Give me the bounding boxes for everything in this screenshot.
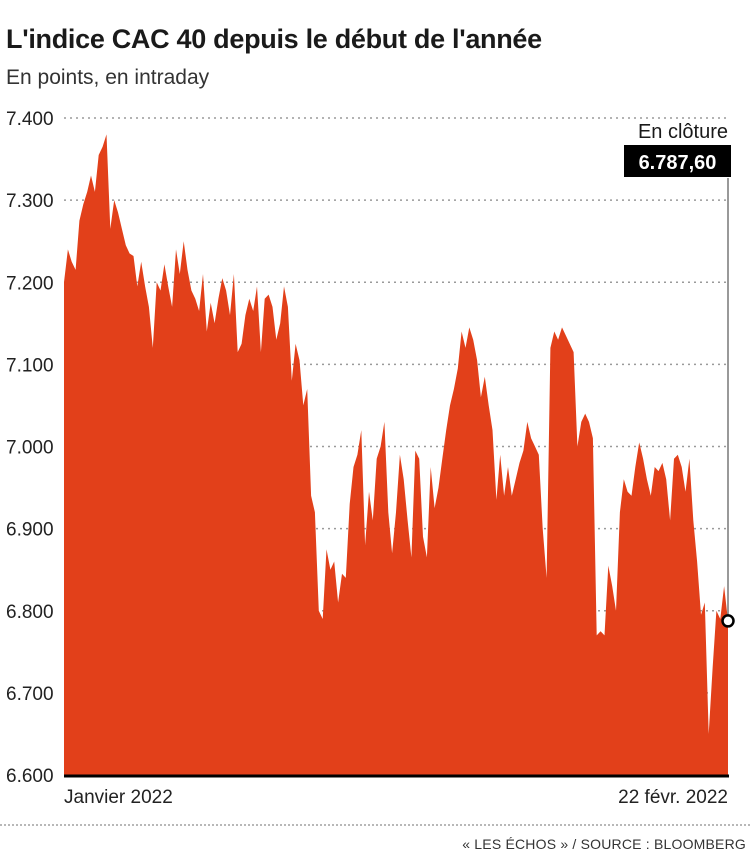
chart-title: L'indice CAC 40 depuis le début de l'ann… — [6, 24, 542, 54]
x-axis-end-label: 22 févr. 2022 — [618, 787, 728, 808]
close-value-box — [624, 145, 731, 177]
y-tick-label: 7.100 — [6, 355, 54, 376]
close-caption: En clôture — [638, 121, 728, 143]
y-tick-label: 6.800 — [6, 602, 54, 623]
y-tick-label: 6.600 — [6, 766, 54, 787]
close-value-label: 6.787,60 — [639, 152, 717, 174]
y-tick-label: 7.000 — [6, 438, 54, 459]
cac40-area-chart: 7.400 7.300 7.200 7.100 7.000 6.900 6.800 6.700… — [6, 109, 735, 808]
x-axis-start-label: Janvier 2022 — [64, 787, 173, 808]
chart-subtitle: En points, en intraday — [6, 66, 210, 89]
y-tick-label: 7.200 — [6, 273, 54, 294]
close-point-marker — [721, 614, 735, 628]
source-credit: « LES ÉCHOS » / SOURCE : BLOOMBERG — [462, 836, 746, 852]
y-tick-label: 6.700 — [6, 684, 54, 705]
y-tick-label: 6.900 — [6, 520, 54, 541]
footer-divider — [0, 824, 750, 826]
cac40-area — [64, 134, 728, 775]
y-tick-label: 7.300 — [6, 191, 54, 212]
y-axis-ticks: 7.400 7.300 7.200 7.100 7.000 6.900 6.800 6.700… — [6, 109, 54, 787]
y-tick-label: 7.400 — [6, 109, 54, 130]
